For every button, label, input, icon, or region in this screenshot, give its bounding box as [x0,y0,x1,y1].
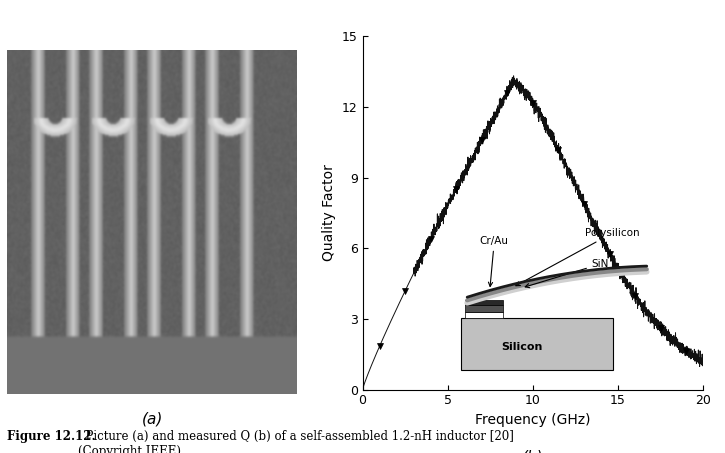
X-axis label: Frequency (GHz): Frequency (GHz) [475,413,591,427]
Text: (a): (a) [141,411,163,426]
Text: Picture (a) and measured Q (b) of a self-assembled 1.2-nH inductor [20]
(Copyrig: Picture (a) and measured Q (b) of a self… [78,430,514,453]
Y-axis label: Quality Factor: Quality Factor [322,164,336,261]
Text: Figure 12.12.: Figure 12.12. [7,430,96,443]
Text: (b): (b) [522,450,544,453]
